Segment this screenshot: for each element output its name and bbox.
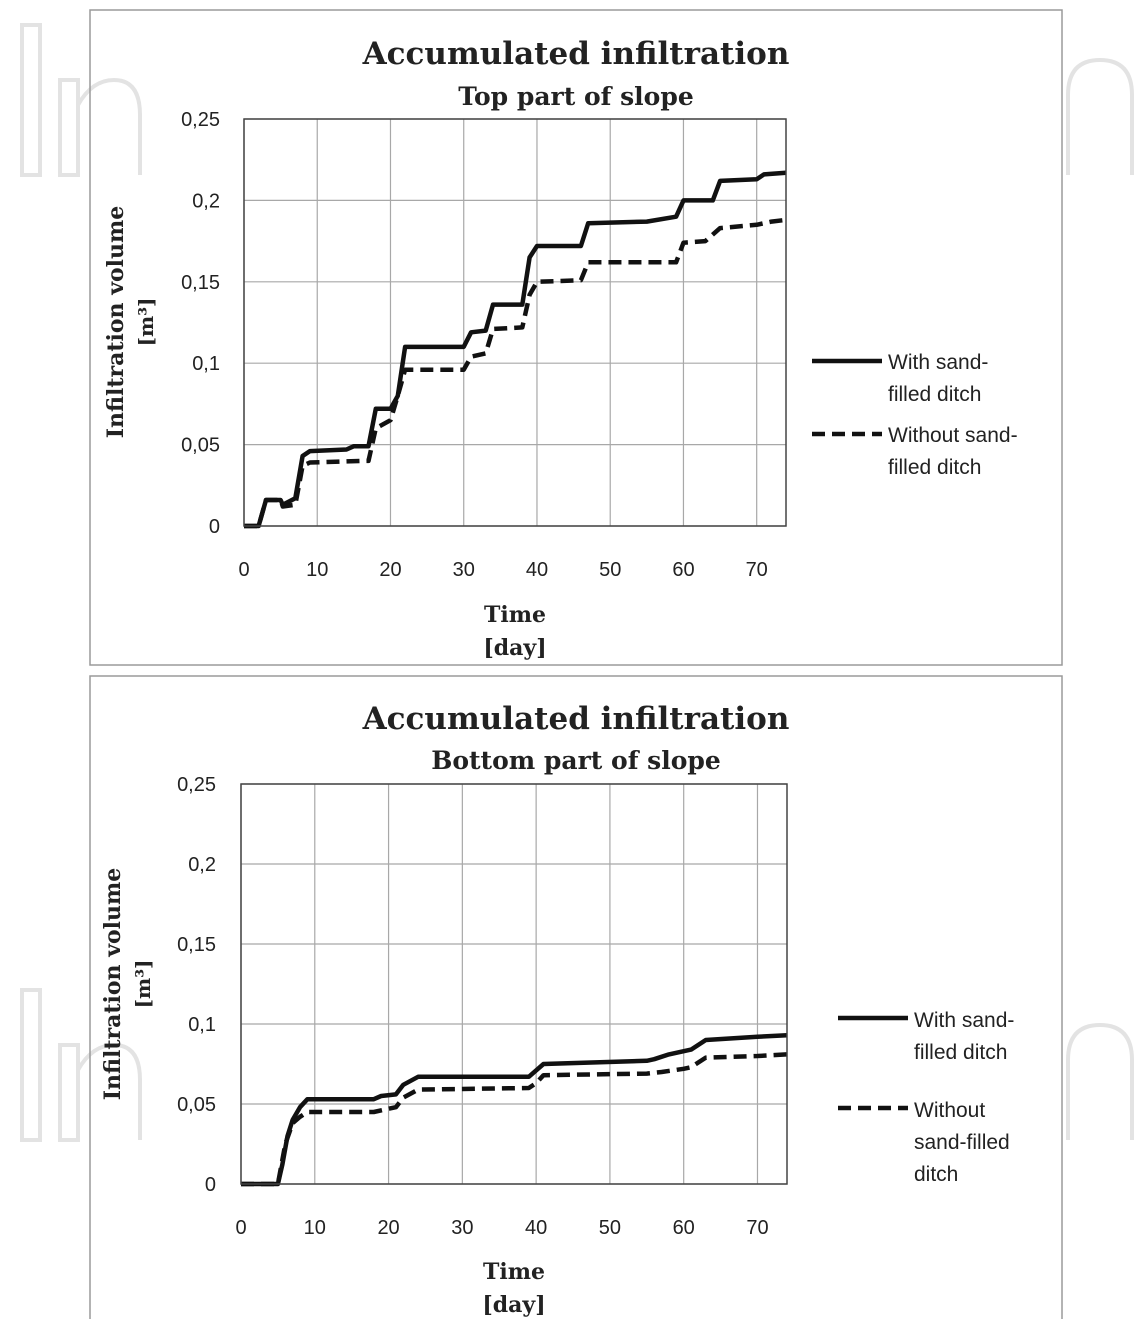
y-tick-label: 0,2 xyxy=(188,854,216,876)
legend-with-ditch-line-1: With sand- xyxy=(888,351,988,374)
x-tick-label: 30 xyxy=(453,559,475,581)
chart-top-title: Accumulated infiltration xyxy=(362,36,790,72)
x-tick-label: 50 xyxy=(599,1217,621,1239)
chart-top-slope: Accumulated infiltration Top part of slo… xyxy=(89,9,1063,666)
chart-bottom-y-axis-label: Infiltration volume xyxy=(100,868,126,1101)
x-tick-label: 70 xyxy=(746,559,768,581)
chart-top-frame xyxy=(89,9,1063,666)
series-without-ditch-line xyxy=(241,1052,788,1187)
x-tick-label: 20 xyxy=(377,1217,399,1239)
x-tick-label: 20 xyxy=(379,559,401,581)
y-tick-label: 0,05 xyxy=(181,435,220,457)
chart-bottom-gridlines xyxy=(240,783,787,1185)
chart-top-y-axis-label: Infiltration volume xyxy=(103,206,129,439)
series-with-ditch-line xyxy=(241,1032,788,1187)
chart-top-plot-border xyxy=(243,118,787,527)
legend-without-ditch-line-2: sand-filled xyxy=(914,1131,1010,1154)
x-tick-label: 10 xyxy=(306,559,328,581)
x-tick-label: 40 xyxy=(525,1217,547,1239)
chart-top-gridlines xyxy=(243,118,786,527)
chart-bottom-subtitle: Bottom part of slope xyxy=(431,746,721,775)
chart-top-subtitle: Top part of slope xyxy=(458,82,693,111)
x-tick-label: 60 xyxy=(673,1217,695,1239)
chart-bottom-frame xyxy=(89,675,1063,1319)
watermark-logo xyxy=(20,23,1134,1142)
y-tick-label: 0,2 xyxy=(192,190,220,212)
chart-bottom-plot-border xyxy=(240,783,788,1185)
chart-bottom-title: Accumulated infiltration xyxy=(362,701,790,737)
legend-with-ditch-line-2: filled ditch xyxy=(888,383,981,406)
legend-without-ditch-line-2: filled ditch xyxy=(888,456,981,479)
chart-bottom-legend: With sand- filled ditch Without sand-fil… xyxy=(838,1009,1014,1186)
chart-bottom-x-ticks: 0 10 20 30 40 50 60 70 xyxy=(235,1217,768,1239)
chart-top-y-axis-unit: [m³] xyxy=(134,298,158,347)
x-tick-label: 0 xyxy=(235,1217,246,1239)
chart-bottom-y-axis-unit: [m³] xyxy=(131,960,155,1009)
legend-with-ditch-line-2: filled ditch xyxy=(914,1041,1007,1064)
chart-top-y-ticks: 0 0,05 0,1 0,15 0,2 0,25 xyxy=(181,109,220,538)
chart-bottom-slope: Accumulated infiltration Bottom part of … xyxy=(89,675,1063,1319)
chart-top-legend: With sand- filled ditch Without sand- fi… xyxy=(812,351,1018,479)
chart-bottom-y-ticks: 0 0,05 0,1 0,15 0,2 0,25 xyxy=(177,774,216,1196)
x-tick-label: 40 xyxy=(526,559,548,581)
y-tick-label: 0,05 xyxy=(177,1094,216,1116)
y-tick-label: 0,15 xyxy=(181,272,220,294)
chart-bottom-series xyxy=(241,1032,788,1187)
y-tick-label: 0 xyxy=(209,516,220,538)
x-tick-label: 70 xyxy=(746,1217,768,1239)
series-with-ditch-line xyxy=(244,170,787,529)
y-tick-label: 0,1 xyxy=(188,1014,216,1036)
chart-bottom-x-axis-label: Time xyxy=(483,1259,545,1285)
legend-without-ditch-line-1: Without sand- xyxy=(888,424,1018,447)
x-tick-label: 10 xyxy=(304,1217,326,1239)
chart-top-x-axis-unit: [day] xyxy=(483,635,546,661)
chart-top-x-ticks: 0 10 20 30 40 50 60 70 xyxy=(238,559,767,581)
y-tick-label: 0,15 xyxy=(177,934,216,956)
y-tick-label: 0,25 xyxy=(181,109,220,131)
x-tick-label: 30 xyxy=(451,1217,473,1239)
y-tick-label: 0,25 xyxy=(177,774,216,796)
x-tick-label: 50 xyxy=(599,559,621,581)
x-tick-label: 0 xyxy=(238,559,249,581)
x-tick-label: 60 xyxy=(672,559,694,581)
legend-without-ditch-line-1: Without xyxy=(914,1099,985,1122)
legend-with-ditch-line-1: With sand- xyxy=(914,1009,1014,1032)
chart-top-series xyxy=(244,170,787,529)
y-tick-label: 0 xyxy=(205,1174,216,1196)
legend-without-ditch-line-3: ditch xyxy=(914,1163,958,1186)
y-tick-label: 0,1 xyxy=(192,353,220,375)
chart-top-x-axis-label: Time xyxy=(484,602,546,628)
series-without-ditch-line xyxy=(244,217,787,529)
chart-bottom-x-axis-unit: [day] xyxy=(482,1292,545,1318)
